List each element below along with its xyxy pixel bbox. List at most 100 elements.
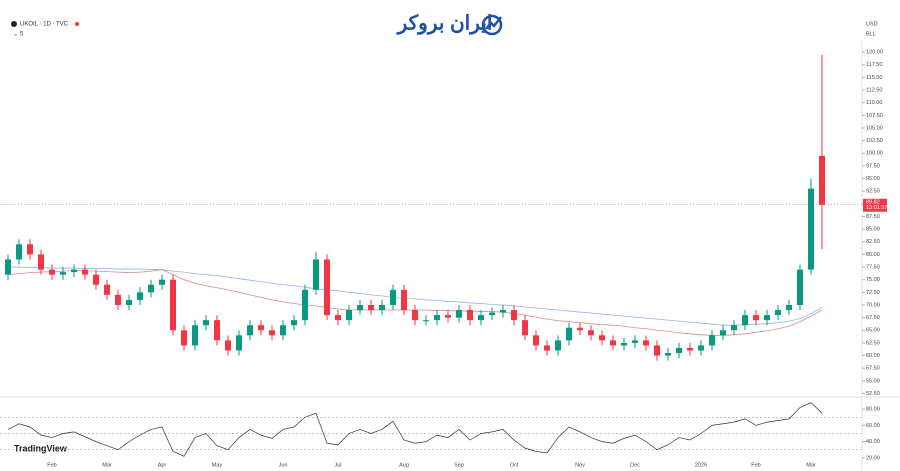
candle-body [500,310,506,313]
candle-body [786,304,792,311]
candle-body [5,259,11,275]
logo-icon [481,14,503,36]
candle-body [467,310,473,321]
y-tick-label: 97.50 [866,163,880,169]
candle-body [720,330,726,336]
candle-body [445,315,451,318]
candle-body [192,325,198,346]
y-tick-label: 65.00 [866,328,880,334]
candle-body [775,310,781,316]
x-tick-label: Apr [158,462,167,468]
x-tick-label: 2026 [695,462,707,468]
y-tick-label: 92.50 [866,189,880,195]
candle-body [137,292,143,300]
candle-body [643,340,649,346]
x-tick-label: Mar [102,462,112,468]
logo-text: ایران بروکر [396,12,493,35]
candle-body [808,188,814,270]
y-tick-label: 85.00 [866,227,880,233]
moving-average [8,266,823,326]
candle-body [313,259,319,290]
candle-body [588,330,594,336]
x-tick-label: Nov [575,462,585,468]
candle-body [291,320,297,326]
candle-body [544,345,550,351]
candle-body [555,340,561,351]
candle-body [280,325,286,336]
rsi-tick-label: 60.00 [866,423,880,429]
x-tick-label: Aug [399,462,409,468]
candle-body [709,335,715,346]
candle-body [203,320,209,326]
candle-body [456,310,462,318]
candle-body [632,340,638,343]
candle-body [654,345,660,356]
candle-body [71,269,77,273]
candle-body [159,279,165,285]
candle-body [478,315,484,321]
x-tick-label: Feb [47,462,56,468]
candle-body [38,254,44,270]
candle-body [302,289,308,321]
y-tick-label: 75.00 [866,277,880,283]
y-tick-label: 102.50 [866,138,883,144]
rsi-tick-label: 20.00 [866,455,880,461]
candle-body [82,269,88,275]
candle-body [368,304,374,311]
candle-body [566,327,572,341]
rsi-tick-label: 80.00 [866,407,880,413]
y-tick-label: 95.00 [866,176,880,182]
y-tick-label: 110.00 [866,100,882,106]
rsi-tick-label: 40.00 [866,439,880,445]
candle-body [698,345,704,351]
candle-body [819,155,825,205]
candle-body [379,304,385,311]
y-tick-label: 55.00 [866,378,880,384]
candle-body [225,340,231,351]
candle-body [522,320,528,336]
candle-body [489,312,495,316]
y-tick-label: 82.50 [866,239,880,245]
candle-body [93,274,99,285]
candle-body [764,315,770,321]
candle-body [610,340,616,346]
candle-body [170,279,176,331]
candle-body [390,289,396,305]
candle-body [401,289,407,311]
last-price-box [863,198,887,212]
y-tick-label: 60.00 [866,353,880,359]
branding: TradingView [14,443,68,453]
x-tick-label: Feb [751,462,760,468]
candle-body [104,284,110,295]
candle-body [753,315,759,321]
candle-body [346,310,352,321]
y-tick-label: 112.50 [866,88,882,94]
candle-body [621,342,627,346]
candle-body [676,347,682,354]
y-tick-label: 67.50 [866,315,880,321]
candle-body [16,244,22,260]
candle-body [49,269,55,275]
candle-body [533,335,539,346]
countdown: 13:01:37 [866,205,887,211]
candle-body [665,353,671,356]
candle-body [335,315,341,321]
unit: BLL [866,31,876,37]
indicator-count: 5 [20,32,24,38]
y-tick-label: 77.50 [866,265,880,271]
x-tick-label: Sep [454,462,464,468]
symbol-icon [11,21,17,27]
candle-body [357,304,363,311]
candle-body [269,330,275,336]
candle-body [797,269,803,305]
candle-body [148,284,154,293]
candle-body [412,310,418,321]
candle-body [423,320,429,322]
candle-body [60,272,66,275]
y-tick-label: 52.50 [866,391,880,397]
x-tick-label: Mar [806,462,816,468]
symbol-title: UKOIL · 1D · TVC [20,22,69,28]
